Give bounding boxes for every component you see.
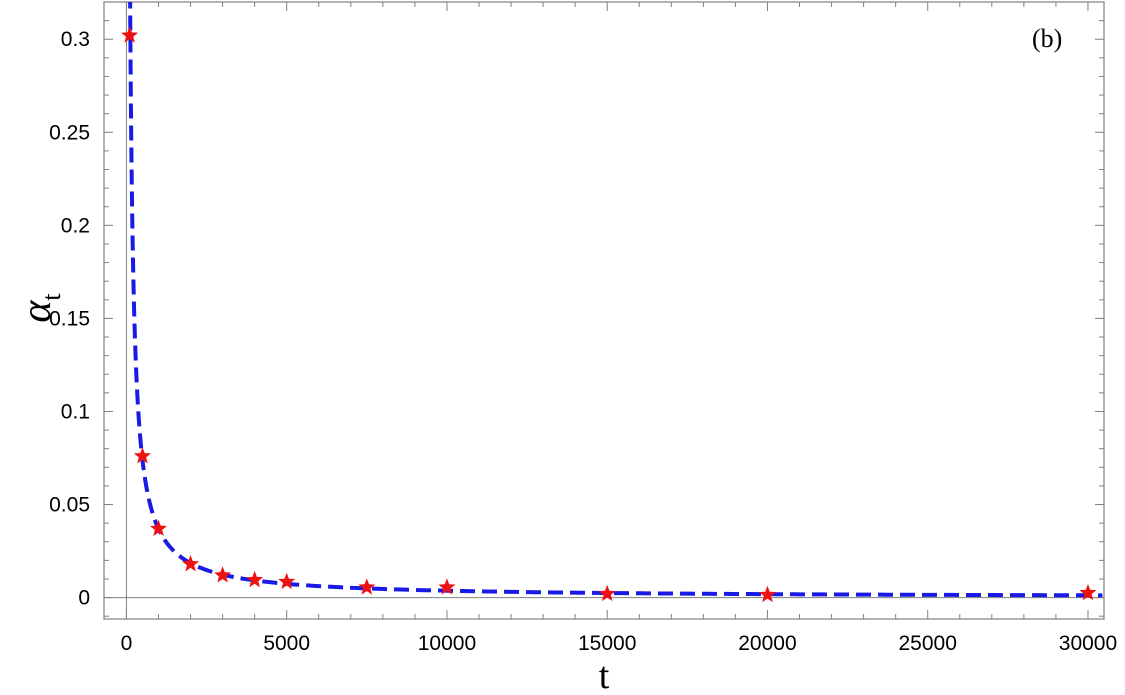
- ticks: [104, 1, 1104, 619]
- data-point-star: [246, 570, 264, 588]
- x-tick-label: 0: [121, 632, 133, 655]
- y-tick-label: 0.05: [49, 494, 90, 517]
- data-point-star: [181, 555, 200, 572]
- y-tick-label: 0.2: [61, 214, 90, 237]
- data-point-star: [358, 578, 376, 595]
- svg-text:αt: αt: [14, 293, 66, 323]
- x-tick-label: 15000: [578, 632, 636, 655]
- data-point-star: [133, 447, 152, 464]
- y-tick-label: 0.3: [61, 28, 90, 51]
- data-point-star: [598, 584, 616, 602]
- x-tick-label: 25000: [899, 632, 957, 655]
- x-tick-label: 5000: [263, 632, 310, 655]
- data-point-star: [149, 519, 168, 537]
- tick-labels: 0 5000 10000 15000 20000 25000 30000 0 0.05 0.1 0.…: [49, 28, 1117, 655]
- y-axis-label-sub: t: [37, 293, 66, 301]
- plot-frame: [103, 1, 1105, 620]
- data-point-star: [214, 566, 232, 583]
- panel-label: (b): [1032, 24, 1062, 53]
- x-tick-label: 20000: [738, 632, 796, 655]
- y-tick-label: 0.25: [49, 121, 90, 144]
- fit-curve: [128, 2, 1103, 598]
- y-tick-label: 0.15: [49, 307, 90, 330]
- y-axis-label-main: α: [14, 300, 60, 323]
- y-tick-label: 0: [78, 587, 90, 610]
- data-point-star: [758, 585, 777, 603]
- y-axis-label: αt: [14, 293, 66, 323]
- data-markers: [121, 26, 1097, 603]
- data-point-star: [121, 26, 139, 43]
- x-tick-label: 30000: [1059, 632, 1117, 655]
- x-tick-label: 10000: [418, 632, 476, 655]
- y-tick-label: 0.1: [61, 400, 90, 423]
- data-point-star: [438, 578, 456, 595]
- x-axis-label: t: [599, 655, 610, 695]
- data-point-star: [278, 572, 296, 590]
- data-point-star: [1079, 583, 1097, 601]
